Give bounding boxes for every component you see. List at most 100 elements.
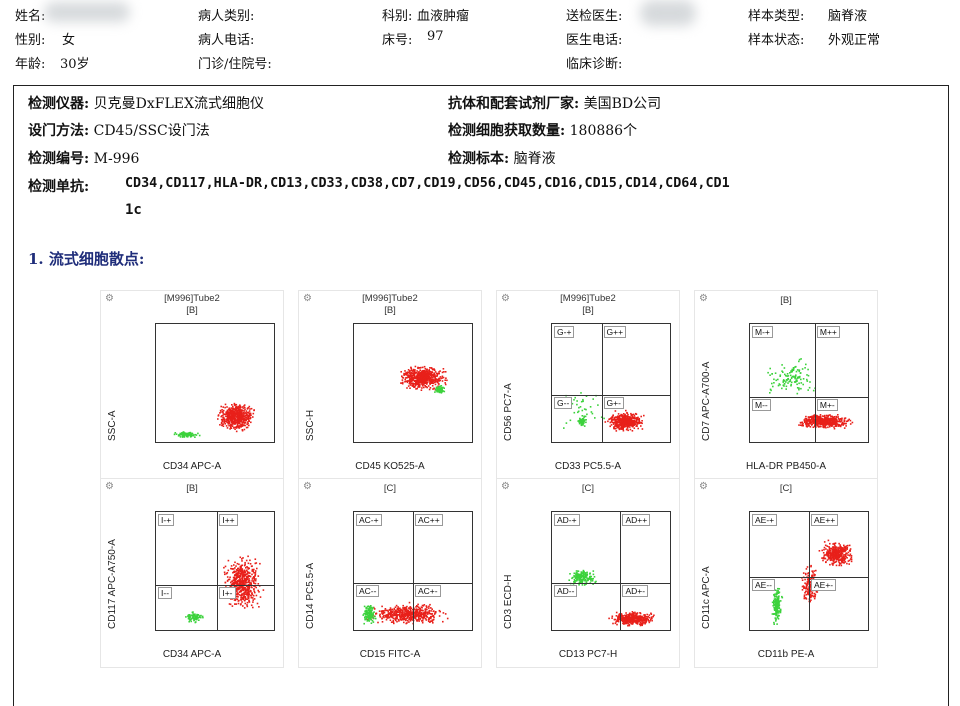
scatter-point xyxy=(774,608,776,611)
quadrant-horizontal-line[interactable] xyxy=(552,394,670,396)
scatter-point xyxy=(227,422,229,424)
scatter-point xyxy=(432,618,435,621)
scatter-point xyxy=(426,616,428,618)
scatter-point xyxy=(577,411,579,414)
scatter-point xyxy=(363,612,365,615)
quadrant-vertical-line[interactable] xyxy=(413,512,414,630)
scatter-point xyxy=(626,421,629,423)
scatter-point xyxy=(254,585,256,588)
quadrant-vertical-line[interactable] xyxy=(620,512,622,630)
scatter-point xyxy=(415,376,418,379)
scatter-point xyxy=(843,423,845,425)
scatter-point xyxy=(224,581,227,584)
scatter-point xyxy=(239,576,241,579)
scatter-point xyxy=(807,416,810,418)
scatter-point xyxy=(244,599,246,601)
scatter-point xyxy=(229,603,232,606)
scatter-point xyxy=(228,408,230,411)
scatter-point xyxy=(776,602,778,604)
scatter-point xyxy=(240,574,242,577)
scatter-point xyxy=(842,555,845,557)
scatter-point xyxy=(429,383,431,385)
scatter-point xyxy=(819,415,822,418)
scatter-point xyxy=(194,614,196,616)
scatter-point xyxy=(804,582,806,584)
scatter-point xyxy=(820,419,822,422)
quadrant-vertical-line[interactable] xyxy=(601,324,603,442)
scatter-point xyxy=(250,594,252,597)
scatter-point xyxy=(575,580,578,582)
scatter-point xyxy=(246,416,249,418)
scatter-point xyxy=(636,616,639,619)
scatter-point xyxy=(253,577,256,580)
scatter-point xyxy=(833,420,836,422)
scatter-point xyxy=(253,409,255,411)
quadrant-horizontal-line[interactable] xyxy=(750,397,868,399)
quadrant-horizontal-line[interactable] xyxy=(750,576,868,578)
scatter-point xyxy=(414,613,417,615)
scatter-point xyxy=(621,425,624,427)
scatter-point xyxy=(404,377,407,379)
quadrant-vertical-line[interactable] xyxy=(809,512,810,630)
scatter-point xyxy=(434,371,437,373)
scatter-point xyxy=(253,572,255,574)
scatter-point xyxy=(827,422,830,424)
scatter-point xyxy=(777,601,779,604)
scatter-point xyxy=(408,601,411,604)
quadrant-horizontal-line[interactable] xyxy=(552,582,670,584)
scatter-point xyxy=(241,601,243,603)
scatter-point xyxy=(390,613,392,616)
scatter-point xyxy=(420,612,423,614)
scatter-point xyxy=(818,422,821,424)
scatter-point xyxy=(424,384,426,387)
scatter-point xyxy=(252,570,254,573)
scatter-point xyxy=(634,418,637,420)
scatter-point xyxy=(231,417,233,419)
scatter-point xyxy=(428,388,431,391)
scatter-point xyxy=(440,377,442,380)
scatter-point xyxy=(581,409,584,412)
scatter-point xyxy=(433,381,435,384)
scatter-point xyxy=(816,414,818,417)
scatter-point xyxy=(186,435,188,438)
quadrant-vertical-line[interactable] xyxy=(217,512,219,630)
scatter-point xyxy=(405,371,407,374)
scatter-point xyxy=(240,569,242,572)
scatter-point xyxy=(839,544,841,546)
scatter-point xyxy=(833,554,835,557)
scatter-point xyxy=(254,571,257,574)
scatter-point xyxy=(582,572,585,574)
scatter-point xyxy=(244,597,247,599)
scatter-point xyxy=(578,574,580,577)
scatter-point xyxy=(582,576,585,579)
scatter-point xyxy=(228,420,231,423)
quadrant-horizontal-line[interactable] xyxy=(354,582,472,584)
scatter-point xyxy=(589,573,591,575)
quadrant-horizontal-line[interactable] xyxy=(156,585,274,587)
scatter-point xyxy=(581,418,583,421)
scatter-point xyxy=(579,418,582,421)
scatter-point xyxy=(242,579,245,582)
scatter-point xyxy=(429,613,432,615)
scatter-point xyxy=(814,595,816,598)
scatter-point xyxy=(831,557,834,559)
doctor-redaction xyxy=(640,0,696,26)
outpatient-label: 门诊/住院号: xyxy=(198,57,272,72)
scatter-point xyxy=(236,419,239,422)
scatter-point xyxy=(805,585,808,587)
scatter-point xyxy=(583,408,586,410)
panel-gate-title: [B] xyxy=(582,305,594,316)
scatter-point xyxy=(628,613,631,615)
scatter-point xyxy=(776,623,778,625)
quadrant-vertical-line[interactable] xyxy=(814,324,816,442)
scatter-point xyxy=(227,569,230,572)
scatter-point xyxy=(822,552,825,554)
quadrant-label: AC-+ xyxy=(356,514,382,526)
scatter-point xyxy=(225,419,228,421)
scatter-point xyxy=(255,586,257,589)
scatter-point xyxy=(615,611,618,614)
scatter-point xyxy=(242,586,245,589)
scatter-point xyxy=(240,564,243,567)
scatter-point xyxy=(639,623,641,625)
scatter-point xyxy=(633,417,636,420)
